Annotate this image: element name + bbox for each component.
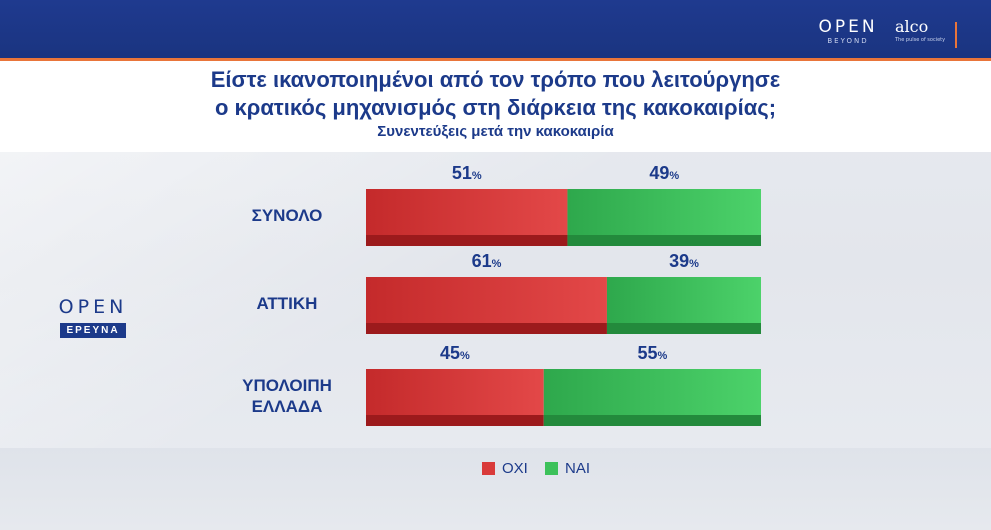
alco-logo: alco The pulse of society — [895, 18, 950, 45]
open-logo-text: OPEN — [818, 17, 878, 37]
category-label-3: ΥΠΟΛΟΙΠΗ ΕΛΛΑΔΑ — [242, 375, 332, 416]
alco-accent-bar — [955, 22, 957, 48]
legend-swatch-nai — [545, 462, 558, 475]
open-erevna-logo-text: OPEN — [58, 296, 128, 318]
bar-nai-1-base — [567, 235, 761, 246]
value-label-oxi-1: 51% — [451, 163, 482, 183]
open-beyond-logo: OPEN BEYOND — [813, 18, 883, 46]
legend-item-oxi: ΟΧΙ — [482, 459, 552, 479]
bar-nai-3-base — [543, 415, 761, 426]
bar-nai-2-base — [606, 323, 761, 334]
legend-band — [0, 448, 991, 530]
value-label-nai-1: 49% — [649, 163, 680, 183]
alco-logo-subtext: The pulse of society — [895, 37, 946, 43]
value-label-nai-3: 55% — [637, 343, 668, 363]
legend-label-nai: ΝΑΙ — [565, 460, 591, 477]
bar-oxi-3-base — [366, 415, 544, 426]
chart-subtitle: Συνεντεύξεις μετά την κακοκαιρία — [377, 123, 614, 140]
category-label-2: ΑΤΤΙΚΗ — [256, 294, 318, 313]
legend-label-oxi: ΟΧΙ — [502, 460, 528, 477]
bar-oxi-3 — [366, 369, 544, 415]
open-logo-subtext: BEYOND — [827, 37, 869, 45]
chart-title-line-1: Είστε ικανοποιημένοι από τον τρόπο που λ… — [210, 67, 781, 92]
value-label-oxi-3: 45% — [439, 343, 470, 363]
bar-nai-3 — [543, 369, 761, 415]
legend-item-nai: ΝΑΙ — [545, 459, 615, 479]
category-label-1: ΣΥΝΟΛΟ — [251, 206, 323, 225]
legend-swatch-oxi — [482, 462, 495, 475]
title-panel — [0, 61, 991, 152]
bar-oxi-1-base — [366, 235, 568, 246]
header-bar — [0, 0, 991, 58]
header-accent-line — [0, 58, 991, 61]
value-label-oxi-2: 61% — [471, 251, 502, 271]
open-erevna-logo: OPEN ΕΡΕΥΝΑ — [50, 296, 136, 338]
bar-nai-2 — [606, 277, 761, 323]
erevna-tag: ΕΡΕΥΝΑ — [60, 323, 126, 338]
chart-title-line-2: ο κρατικός μηχανισμός στη διάρκεια της κ… — [214, 95, 777, 120]
chart-title: Είστε ικανοποιημένοι από τον τρόπο που λ… — [0, 66, 991, 122]
bar-oxi-2-base — [366, 323, 607, 334]
bar-oxi-1 — [366, 189, 568, 235]
alco-logo-text: alco — [895, 17, 929, 36]
bar-oxi-2 — [366, 277, 607, 323]
value-label-nai-2: 39% — [669, 251, 699, 271]
bar-nai-1 — [567, 189, 761, 235]
